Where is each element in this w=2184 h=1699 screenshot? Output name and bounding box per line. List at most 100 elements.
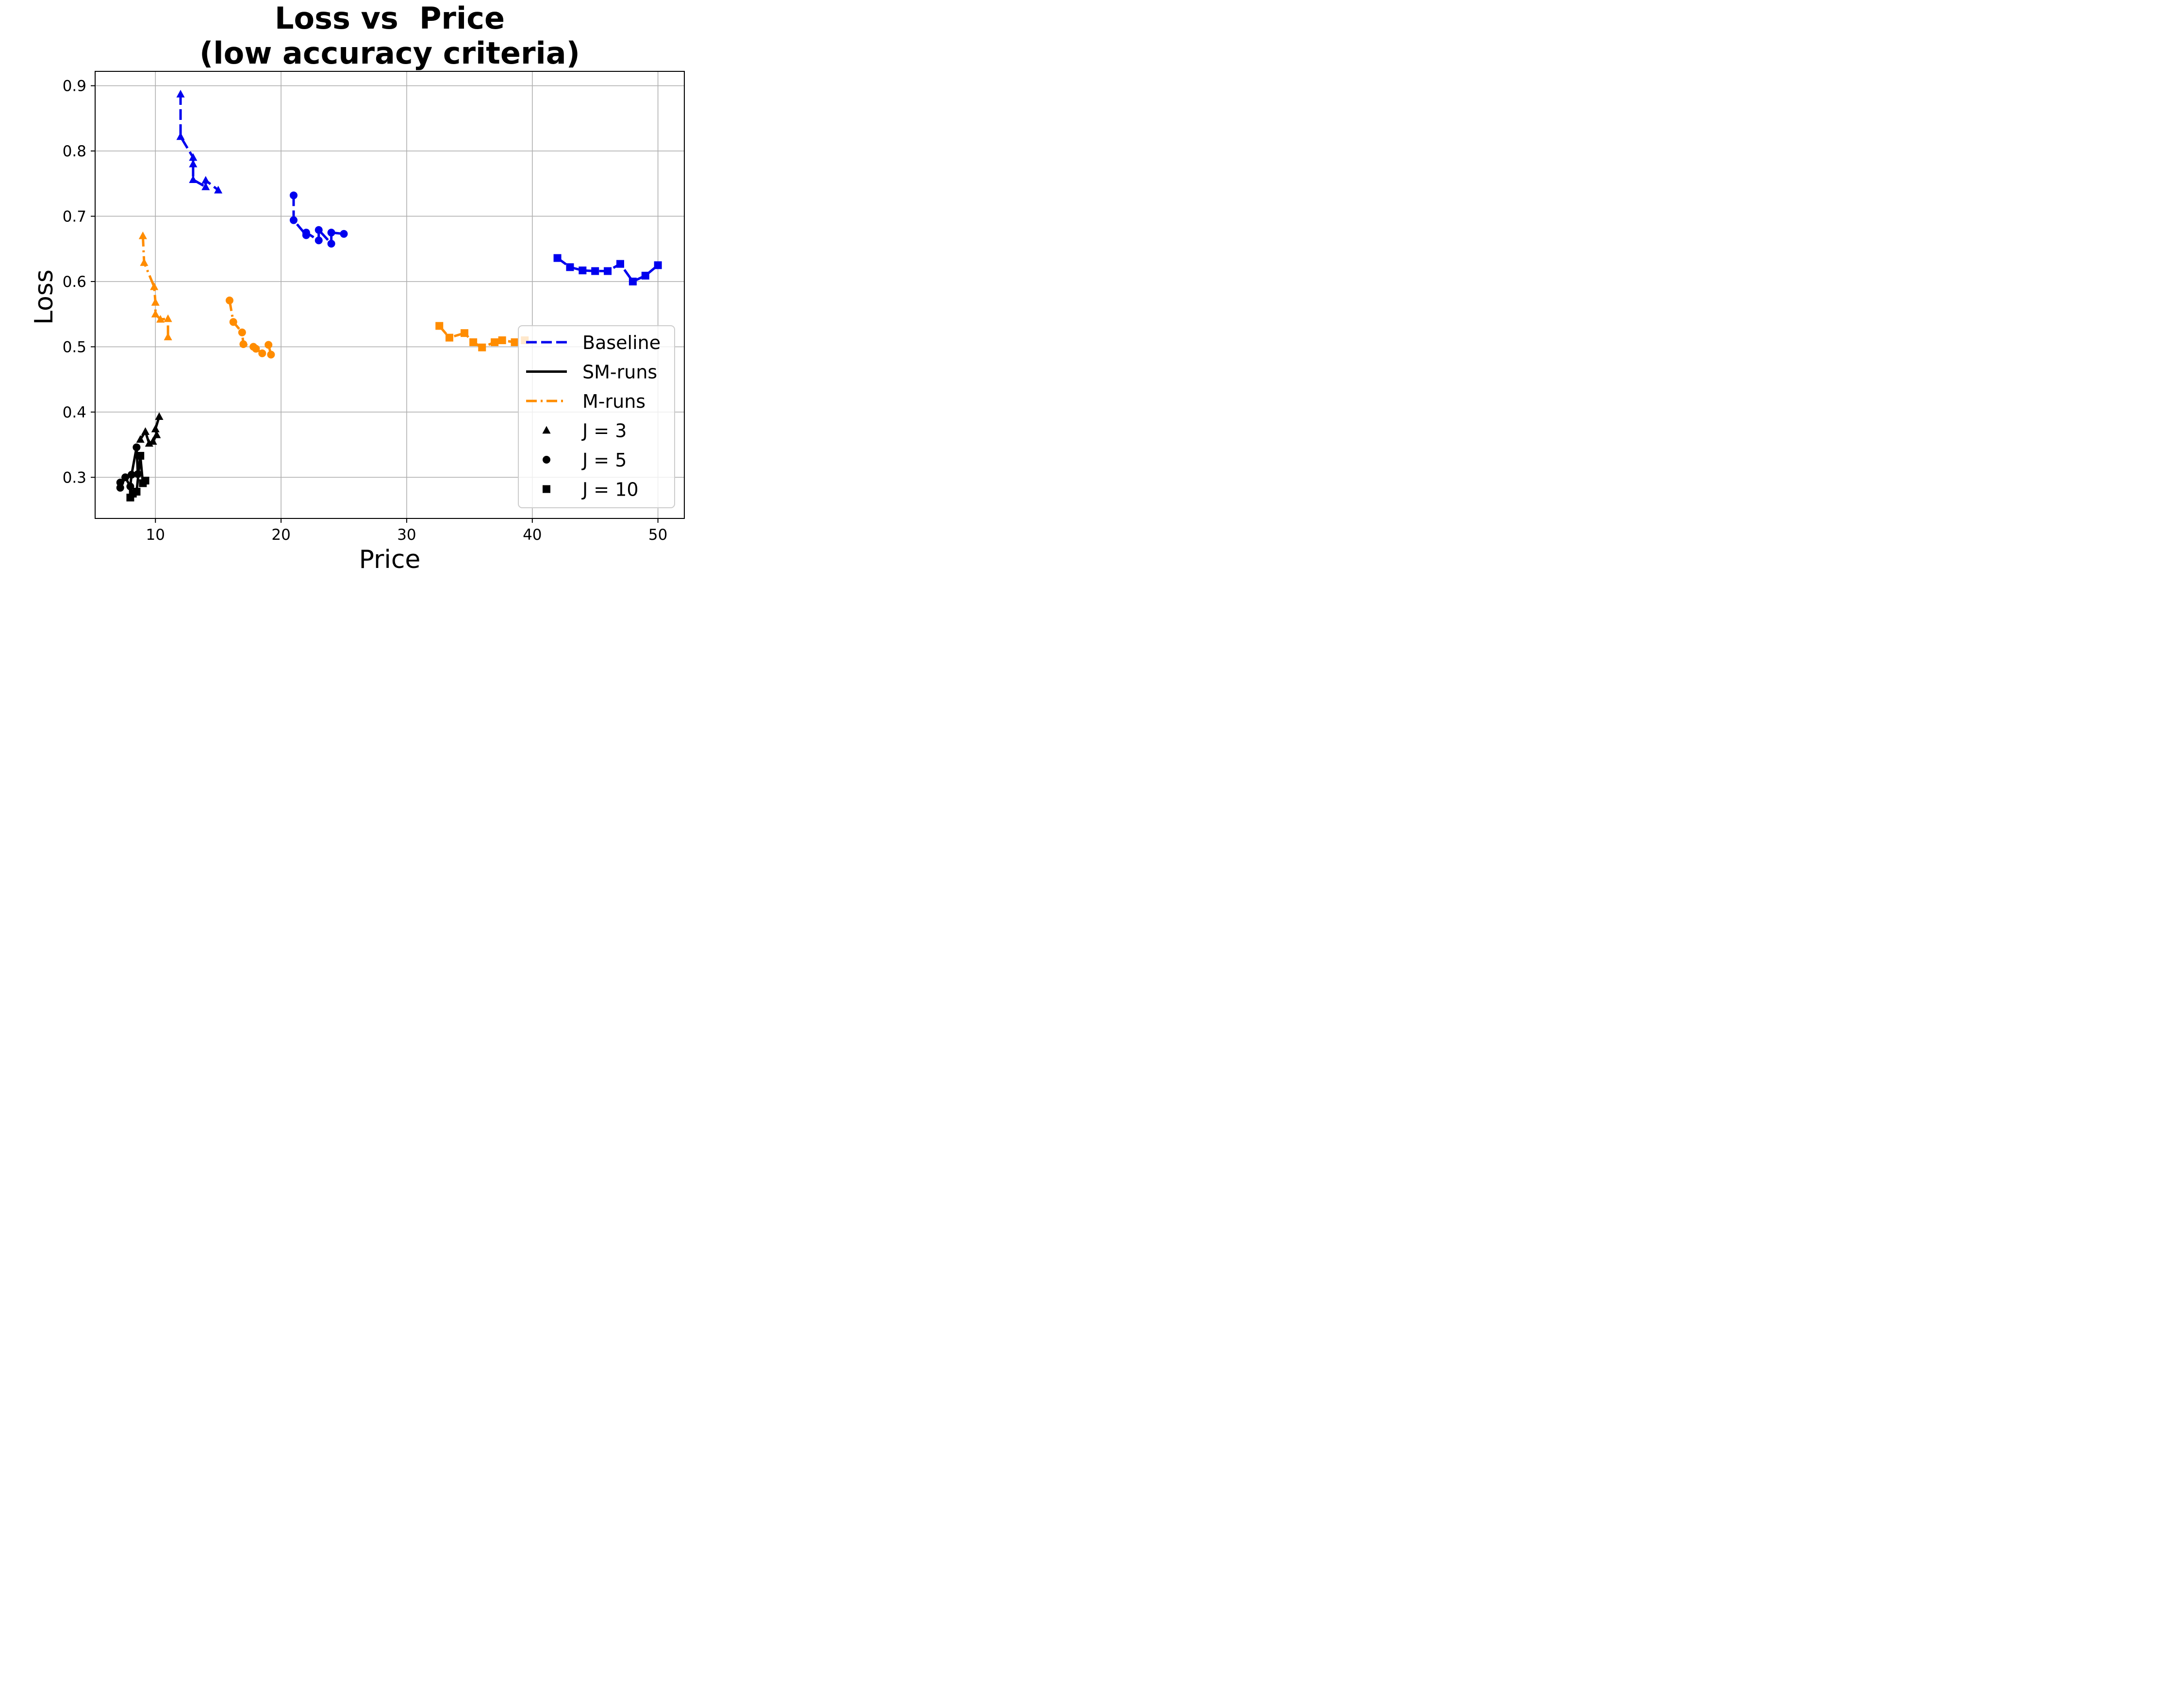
data-point-m-runs-j5-8 xyxy=(267,350,275,359)
series-sm-runs-j5 xyxy=(116,443,142,492)
data-point-sm-runs-j3-1 xyxy=(141,427,150,435)
legend-label-baseline: Baseline xyxy=(582,332,661,353)
data-point-baseline-j3-5 xyxy=(201,182,210,190)
data-point-sm-runs-j10-3 xyxy=(136,451,145,460)
data-point-m-runs-j3-1 xyxy=(140,258,149,266)
y-tick-label-0.8: 0.8 xyxy=(63,143,86,160)
legend: Baseline SM-runs M-runs J = 3 J = 5 J = 10 xyxy=(518,325,675,508)
legend-label-j-10: J = 10 xyxy=(581,479,639,500)
x-tick-label-20: 20 xyxy=(271,526,290,544)
legend-marker-j-5 xyxy=(543,456,550,464)
data-point-sm-runs-j5-4 xyxy=(128,470,136,479)
data-point-baseline-j5-1 xyxy=(289,216,298,224)
axis-ticks: 10 20 30 40 50 0.3 0.4 0.5 0.6 0.7 0.8 0.9 xyxy=(63,78,668,544)
data-point-baseline-j5-5 xyxy=(314,226,323,234)
data-point-m-runs-j5-3 xyxy=(239,340,248,349)
data-point-sm-runs-j3-3 xyxy=(149,437,157,445)
y-tick-label-0.7: 0.7 xyxy=(63,208,86,225)
y-tick-label-0.9: 0.9 xyxy=(63,78,86,95)
data-point-baseline-j5-4 xyxy=(314,236,323,245)
plot-area-frame xyxy=(95,71,685,519)
series-m-runs-j3 xyxy=(138,231,172,340)
data-point-sm-runs-j10-5 xyxy=(141,477,149,485)
data-point-m-runs-j5-6 xyxy=(258,349,266,357)
data-point-sm-runs-j10-2 xyxy=(132,487,141,496)
data-point-baseline-j3-4 xyxy=(189,175,198,183)
data-point-m-runs-j3-0 xyxy=(138,231,147,239)
data-point-m-runs-j3-5 xyxy=(156,315,165,323)
gridlines xyxy=(95,71,684,518)
data-point-baseline-j3-7 xyxy=(214,185,223,194)
data-point-m-runs-j5-7 xyxy=(265,341,273,349)
series-baseline-j10 xyxy=(553,254,662,285)
data-point-baseline-j10-6 xyxy=(629,277,637,285)
data-point-sm-runs-j5-5 xyxy=(132,443,141,451)
chart-title-line1: Loss vs Price xyxy=(275,0,505,36)
x-tick-label-10: 10 xyxy=(146,526,165,544)
y-axis-label: Loss xyxy=(30,269,59,325)
data-point-m-runs-j5-2 xyxy=(238,328,246,336)
data-point-m-runs-j3-7 xyxy=(164,333,172,340)
data-point-sm-runs-j5-2 xyxy=(121,473,130,482)
loss-vs-price-chart: Loss vs Price (low accuracy criteria) 10… xyxy=(0,0,761,592)
series-baseline-j5 xyxy=(289,191,348,248)
legend-label-sm-runs: SM-runs xyxy=(582,362,657,383)
data-point-sm-runs-j3-2 xyxy=(145,439,153,447)
data-point-baseline-j5-0 xyxy=(289,191,298,200)
chart-title-line2: (low accuracy criteria) xyxy=(199,35,580,71)
data-point-m-runs-j10-4 xyxy=(478,343,486,351)
x-tick-label-40: 40 xyxy=(523,526,542,544)
x-tick-label-50: 50 xyxy=(648,526,667,544)
data-point-sm-runs-j3-4 xyxy=(152,430,161,438)
y-tick-label-0.5: 0.5 xyxy=(63,338,86,356)
series-sm-runs-j3 xyxy=(136,412,164,447)
data-point-sm-runs-j3-5 xyxy=(151,424,160,433)
data-point-sm-runs-j5-3 xyxy=(126,483,134,491)
data-point-m-runs-j10-6 xyxy=(498,336,506,344)
data-point-baseline-j10-4 xyxy=(604,267,612,275)
data-point-baseline-j10-7 xyxy=(641,271,649,280)
legend-label-j-3: J = 3 xyxy=(581,420,627,442)
data-point-baseline-j3-6 xyxy=(201,176,210,184)
y-tick-label-0.3: 0.3 xyxy=(63,469,86,486)
data-point-baseline-j5-8 xyxy=(340,230,348,238)
x-tick-label-30: 30 xyxy=(397,526,416,544)
data-point-m-runs-j3-6 xyxy=(164,314,172,322)
data-point-m-runs-j5-5 xyxy=(252,345,260,353)
data-point-m-runs-j10-7 xyxy=(511,338,519,346)
data-point-baseline-j10-5 xyxy=(616,260,624,268)
data-point-baseline-j3-2 xyxy=(189,153,198,161)
data-point-m-runs-j10-2 xyxy=(461,329,469,337)
y-tick-label-0.4: 0.4 xyxy=(63,404,86,421)
series-sm-runs-j10 xyxy=(126,451,149,501)
data-point-baseline-j3-0 xyxy=(176,90,185,98)
series-baseline-j3 xyxy=(176,90,223,194)
data-point-m-runs-j5-0 xyxy=(225,296,233,304)
data-point-sm-runs-j5-1 xyxy=(116,483,124,492)
legend-label-m-runs: M-runs xyxy=(582,391,645,412)
data-point-sm-runs-j3-0 xyxy=(136,435,145,443)
legend-marker-j-3 xyxy=(542,426,551,434)
legend-marker-j-10 xyxy=(543,485,550,493)
data-point-baseline-j10-8 xyxy=(654,261,662,269)
data-point-baseline-j5-3 xyxy=(302,229,310,237)
data-point-m-runs-j3-4 xyxy=(151,310,160,317)
x-axis-label: Price xyxy=(359,545,421,574)
data-point-m-runs-j10-0 xyxy=(435,322,444,330)
series-m-runs-j5 xyxy=(225,296,275,359)
data-point-baseline-j10-1 xyxy=(566,263,574,271)
data-point-baseline-j10-2 xyxy=(579,267,587,275)
data-point-baseline-j10-0 xyxy=(553,254,562,262)
data-point-m-runs-j3-2 xyxy=(150,282,159,290)
series-line-m-runs-j10 xyxy=(438,325,525,349)
legend-label-j-5: J = 5 xyxy=(581,450,627,471)
data-point-baseline-j5-6 xyxy=(327,239,335,248)
data-point-baseline-j3-1 xyxy=(176,132,185,140)
data-point-m-runs-j5-1 xyxy=(229,318,237,326)
data-point-baseline-j10-3 xyxy=(591,267,599,275)
data-point-m-runs-j10-3 xyxy=(469,338,478,346)
data-point-sm-runs-j3-6 xyxy=(155,412,164,420)
data-point-m-runs-j10-1 xyxy=(445,333,453,342)
plot-series xyxy=(116,90,662,501)
y-tick-label-0.6: 0.6 xyxy=(63,273,86,291)
